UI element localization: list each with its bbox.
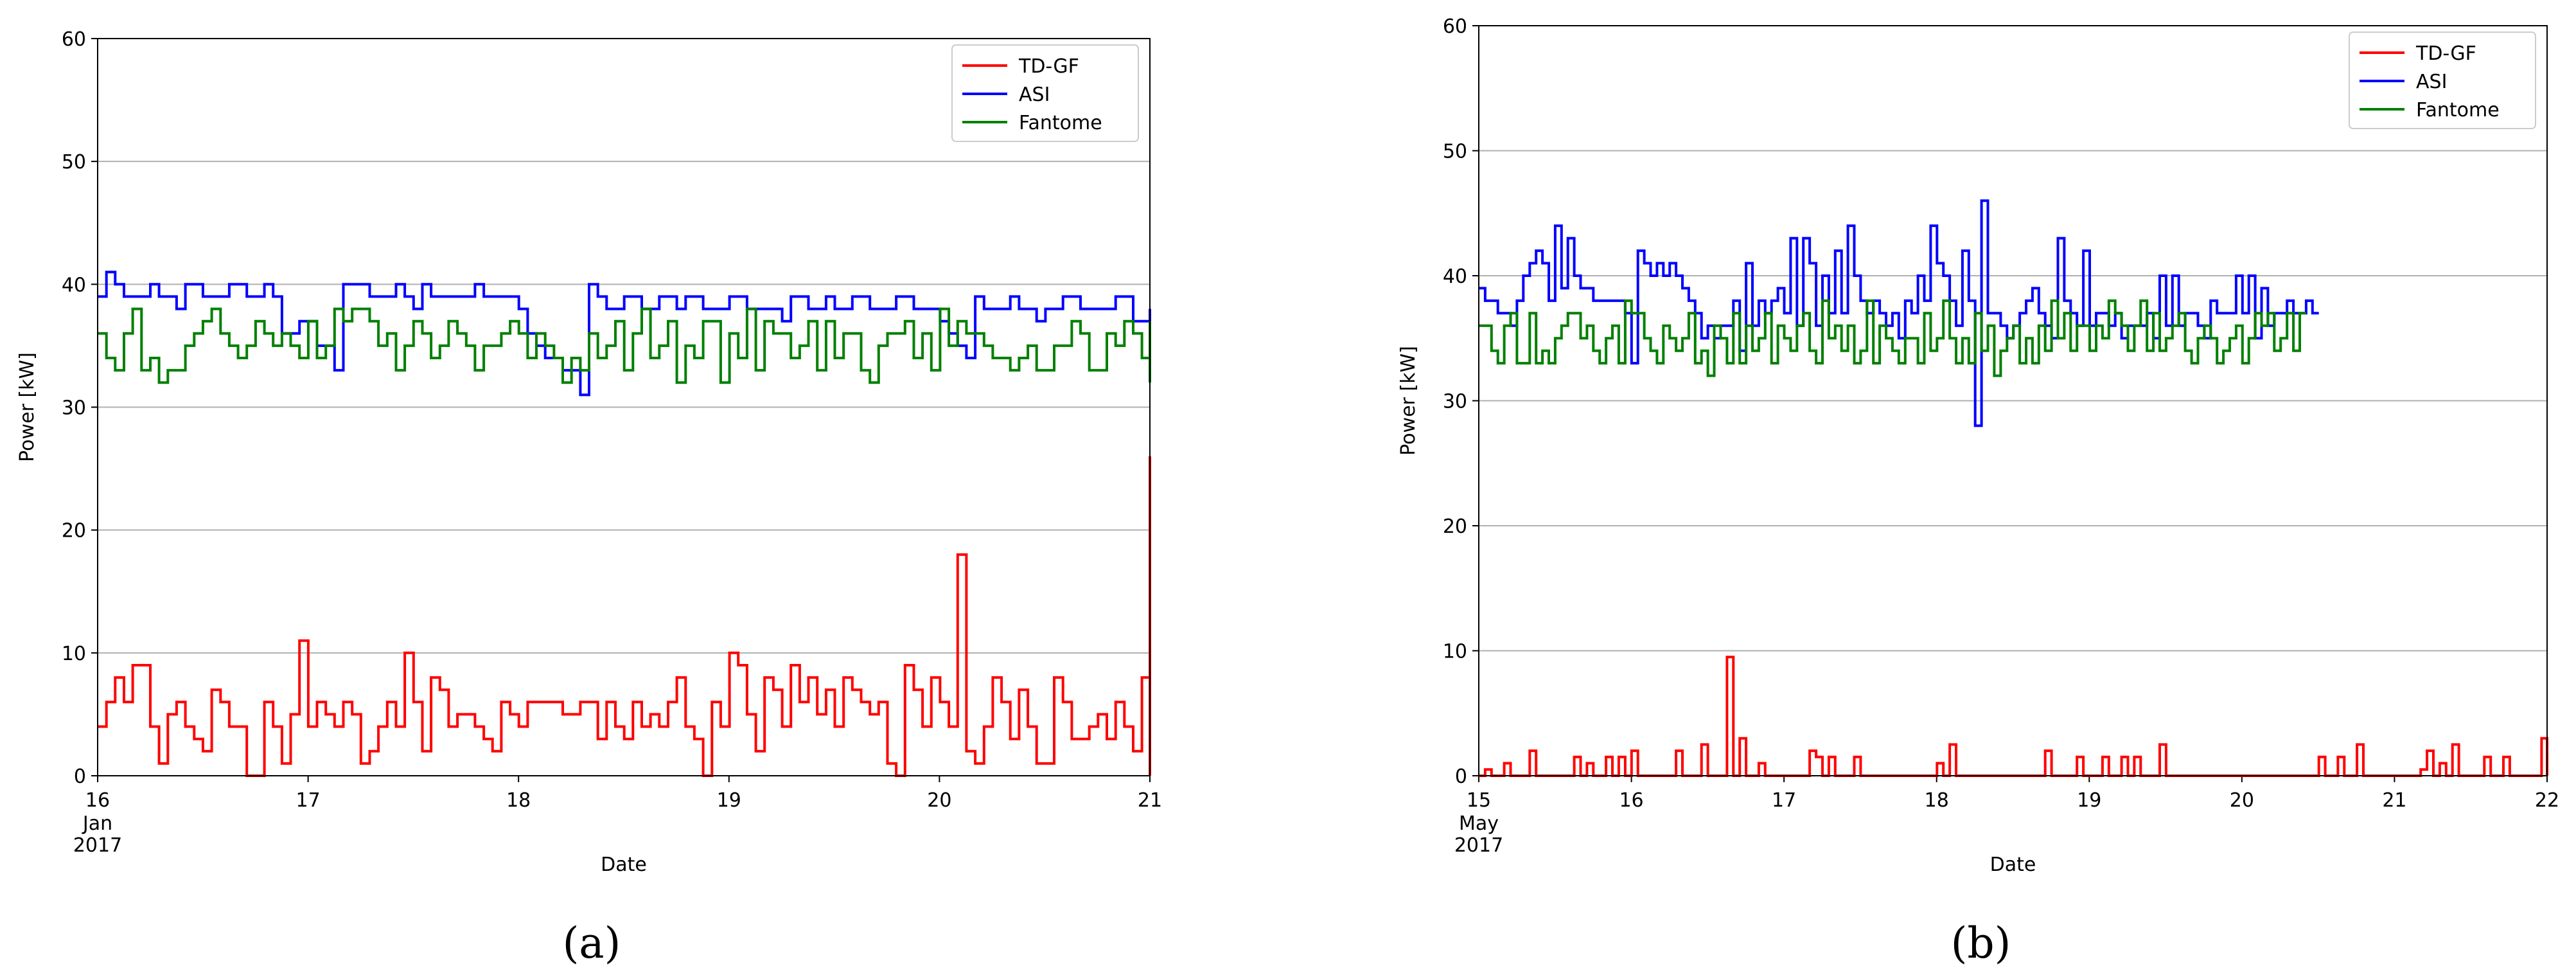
series-line-td-gf <box>1479 656 2548 777</box>
x-tick-label: 16 <box>85 789 110 812</box>
legend-label: ASI <box>2416 71 2447 93</box>
legend-label: ASI <box>1019 84 1050 106</box>
x-tick-label: 21 <box>2382 789 2406 812</box>
x-tick-label: 19 <box>2077 789 2101 812</box>
y-tick-label: 60 <box>1443 15 1467 38</box>
x-tick-label: 20 <box>927 789 951 812</box>
y-tick-label: 20 <box>62 520 86 542</box>
x-start-label: 2017 <box>1454 834 1503 857</box>
legend-label: Fantome <box>2416 99 2500 121</box>
y-tick-label: 0 <box>1455 765 1467 788</box>
y-tick-label: 40 <box>1443 265 1467 288</box>
legend-box <box>2349 31 2536 129</box>
legend-box <box>951 44 1139 142</box>
x-axis-label: Date <box>601 854 647 876</box>
x-tick-label: 19 <box>717 789 741 812</box>
legend-label: TD-GF <box>1018 55 1079 78</box>
x-tick-label: 17 <box>1772 789 1796 812</box>
y-axis-label: Power [kW] <box>16 352 39 462</box>
series-line-td-gf <box>98 456 1151 777</box>
y-tick-label: 60 <box>62 28 86 51</box>
y-tick-label: 30 <box>1443 391 1467 413</box>
x-start-label: Jan <box>82 812 112 835</box>
x-tick-label: 17 <box>296 789 321 812</box>
plot-frame <box>1478 25 2548 776</box>
panel-label: (b) <box>1951 918 2011 968</box>
legend-label: TD-GF <box>2415 42 2476 65</box>
series-line-asi <box>1479 199 2319 427</box>
x-start-label: May <box>1459 812 1499 835</box>
x-tick-label: 15 <box>1467 789 1491 812</box>
x-tick-label: 16 <box>1619 789 1643 812</box>
series-line-fantome <box>1479 299 2306 377</box>
x-tick-label: 18 <box>1925 789 1949 812</box>
x-tick-label: 18 <box>506 789 531 812</box>
y-tick-label: 50 <box>1443 141 1467 163</box>
y-tick-label: 50 <box>62 151 86 174</box>
plot-frame <box>97 38 1151 776</box>
y-tick-label: 30 <box>62 397 86 420</box>
y-tick-label: 20 <box>1443 515 1467 538</box>
legend: TD-GF ASI Fantome <box>2349 31 2536 129</box>
y-tick-label: 40 <box>62 274 86 296</box>
y-tick-label: 10 <box>1443 641 1467 663</box>
series-line-asi <box>98 271 1151 397</box>
x-start-label: 2017 <box>73 834 122 857</box>
legend: TD-GF ASI Fantome <box>951 44 1139 142</box>
y-axis-label: Power [kW] <box>1397 346 1420 456</box>
y-tick-label: 10 <box>62 643 86 665</box>
legend-label: Fantome <box>1019 112 1102 134</box>
y-tick-label: 0 <box>74 765 86 788</box>
x-tick-label: 20 <box>2230 789 2254 812</box>
x-tick-label: 22 <box>2535 789 2559 812</box>
series-line-fantome <box>98 307 1151 384</box>
panel-label: (a) <box>563 918 621 968</box>
x-tick-label: 21 <box>1138 789 1162 812</box>
x-axis-label: Date <box>1990 854 2036 876</box>
